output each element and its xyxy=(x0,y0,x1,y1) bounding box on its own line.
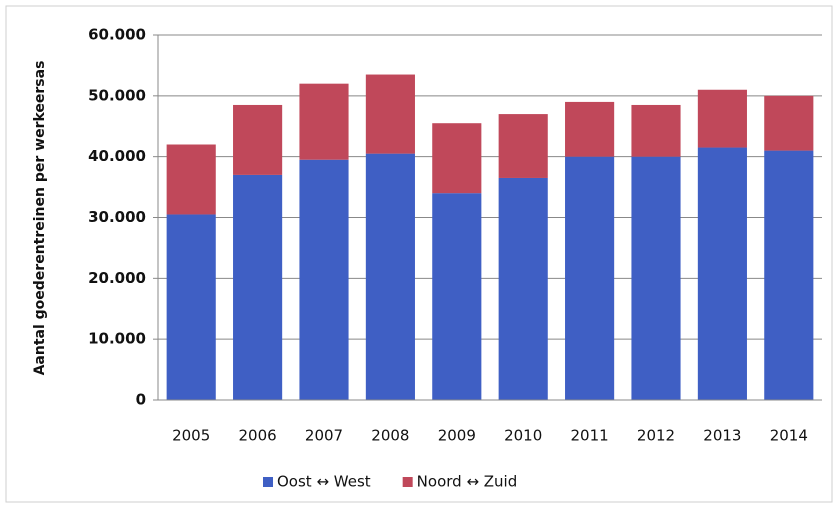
y-tick-label: 50.000 xyxy=(88,86,146,104)
legend-swatch xyxy=(263,477,273,487)
bar-segment xyxy=(764,150,814,400)
bar-segment xyxy=(697,147,747,400)
bar-segment xyxy=(631,156,681,400)
y-tick-label: 30.000 xyxy=(88,208,146,226)
bar-segment xyxy=(299,159,349,400)
y-axis-label: Aantal goederentreinen per werkeersas xyxy=(32,61,48,376)
bar-segment xyxy=(565,101,615,157)
bar-segment xyxy=(631,104,681,157)
y-tick-label: 20.000 xyxy=(88,269,146,287)
x-tick-label: 2007 xyxy=(305,427,343,445)
bar-segment xyxy=(432,193,482,400)
bar-segment xyxy=(498,177,548,400)
bar-segment xyxy=(299,83,349,160)
bar-segment xyxy=(498,114,548,178)
y-tick-label: 10.000 xyxy=(88,330,146,348)
bar-segment xyxy=(432,123,482,194)
x-tick-label: 2013 xyxy=(703,427,741,445)
bar-segment xyxy=(166,144,216,215)
bar-segment xyxy=(233,104,283,175)
bar-segment xyxy=(166,214,216,400)
x-tick-label: 2006 xyxy=(239,427,277,445)
bar-segment xyxy=(697,89,747,148)
x-tick-label: 2008 xyxy=(371,427,409,445)
y-tick-label: 40.000 xyxy=(88,147,146,165)
bar-segment xyxy=(365,153,415,400)
x-tick-label: 2009 xyxy=(438,427,476,445)
x-tick-label: 2014 xyxy=(770,427,808,445)
x-tick-label: 2005 xyxy=(172,427,210,445)
legend-label: Noord ↔ Zuid xyxy=(417,473,518,491)
x-tick-label: 2012 xyxy=(637,427,675,445)
y-tick-label: 60.000 xyxy=(88,26,146,44)
x-tick-label: 2010 xyxy=(504,427,542,445)
y-tick-label: 0 xyxy=(136,391,146,409)
bar-segment xyxy=(565,156,615,400)
bar-segment xyxy=(233,174,283,400)
x-tick-label: 2011 xyxy=(571,427,609,445)
legend-label: Oost ↔ West xyxy=(277,473,371,491)
bar-segment xyxy=(365,74,415,154)
chart-frame xyxy=(5,5,833,503)
legend-swatch xyxy=(402,477,413,487)
bar-segment xyxy=(764,95,814,151)
